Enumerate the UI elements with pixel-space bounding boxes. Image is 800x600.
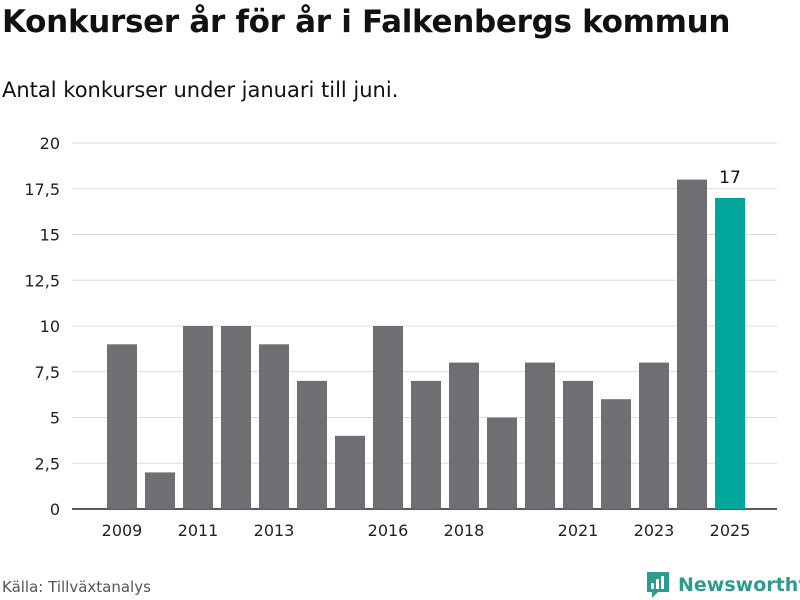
chart-title: Konkurser år för år i Falkenbergs kommun	[2, 4, 731, 40]
bar-2014	[297, 380, 327, 509]
x-tick-label: 2025	[710, 521, 751, 540]
bar-2022	[601, 399, 631, 509]
y-axis-ticks: 0 2,5 5 7,5 10 12,5 15 17,5 20	[24, 134, 60, 519]
x-tick-label: 2021	[558, 521, 599, 540]
source-note: Källa: Tillväxtanalys	[2, 578, 151, 596]
bars	[107, 179, 745, 509]
x-tick-label: 2013	[254, 521, 295, 540]
data-label-2025: 17	[719, 168, 741, 188]
bar-2010	[145, 472, 175, 509]
bar-2025	[715, 197, 745, 509]
chart-subtitle: Antal konkurser under januari till juni.	[2, 78, 399, 102]
data-labels: 17	[719, 168, 741, 188]
x-axis-ticks: 2009 2011 2013 2016 2018 2021 2023 2025	[102, 521, 751, 540]
bar-2013	[259, 344, 289, 509]
bar-2023	[639, 362, 669, 509]
y-tick-label: 10	[40, 317, 60, 336]
y-tick-label: 20	[40, 134, 60, 153]
x-tick-label: 2011	[178, 521, 219, 540]
y-tick-label: 15	[40, 226, 60, 245]
bar-2019	[487, 417, 517, 509]
y-tick-label: 0	[50, 500, 60, 519]
y-tick-label: 5	[50, 409, 60, 428]
y-tick-label: 17,5	[24, 180, 60, 199]
x-tick-label: 2009	[102, 521, 143, 540]
brand-name: Newsworthy	[678, 574, 800, 596]
bar-2021	[563, 380, 593, 509]
brand-logo: Newsworthy	[645, 570, 800, 600]
bar-2015	[335, 435, 365, 509]
bar-2018	[449, 362, 479, 509]
bar-2016	[373, 326, 403, 509]
x-tick-label: 2018	[444, 521, 485, 540]
newsworthy-logo-icon	[647, 572, 669, 598]
x-tick-label: 2016	[368, 521, 409, 540]
y-tick-label: 2,5	[35, 454, 60, 473]
bar-2020	[525, 362, 555, 509]
bar-2009	[107, 344, 137, 509]
y-tick-label: 12,5	[24, 271, 60, 290]
bar-2011	[183, 326, 213, 509]
bar-2024	[677, 179, 707, 509]
bar-2012	[221, 326, 251, 509]
x-tick-label: 2023	[634, 521, 675, 540]
y-tick-label: 7,5	[35, 363, 60, 382]
bar-2017	[411, 380, 441, 509]
